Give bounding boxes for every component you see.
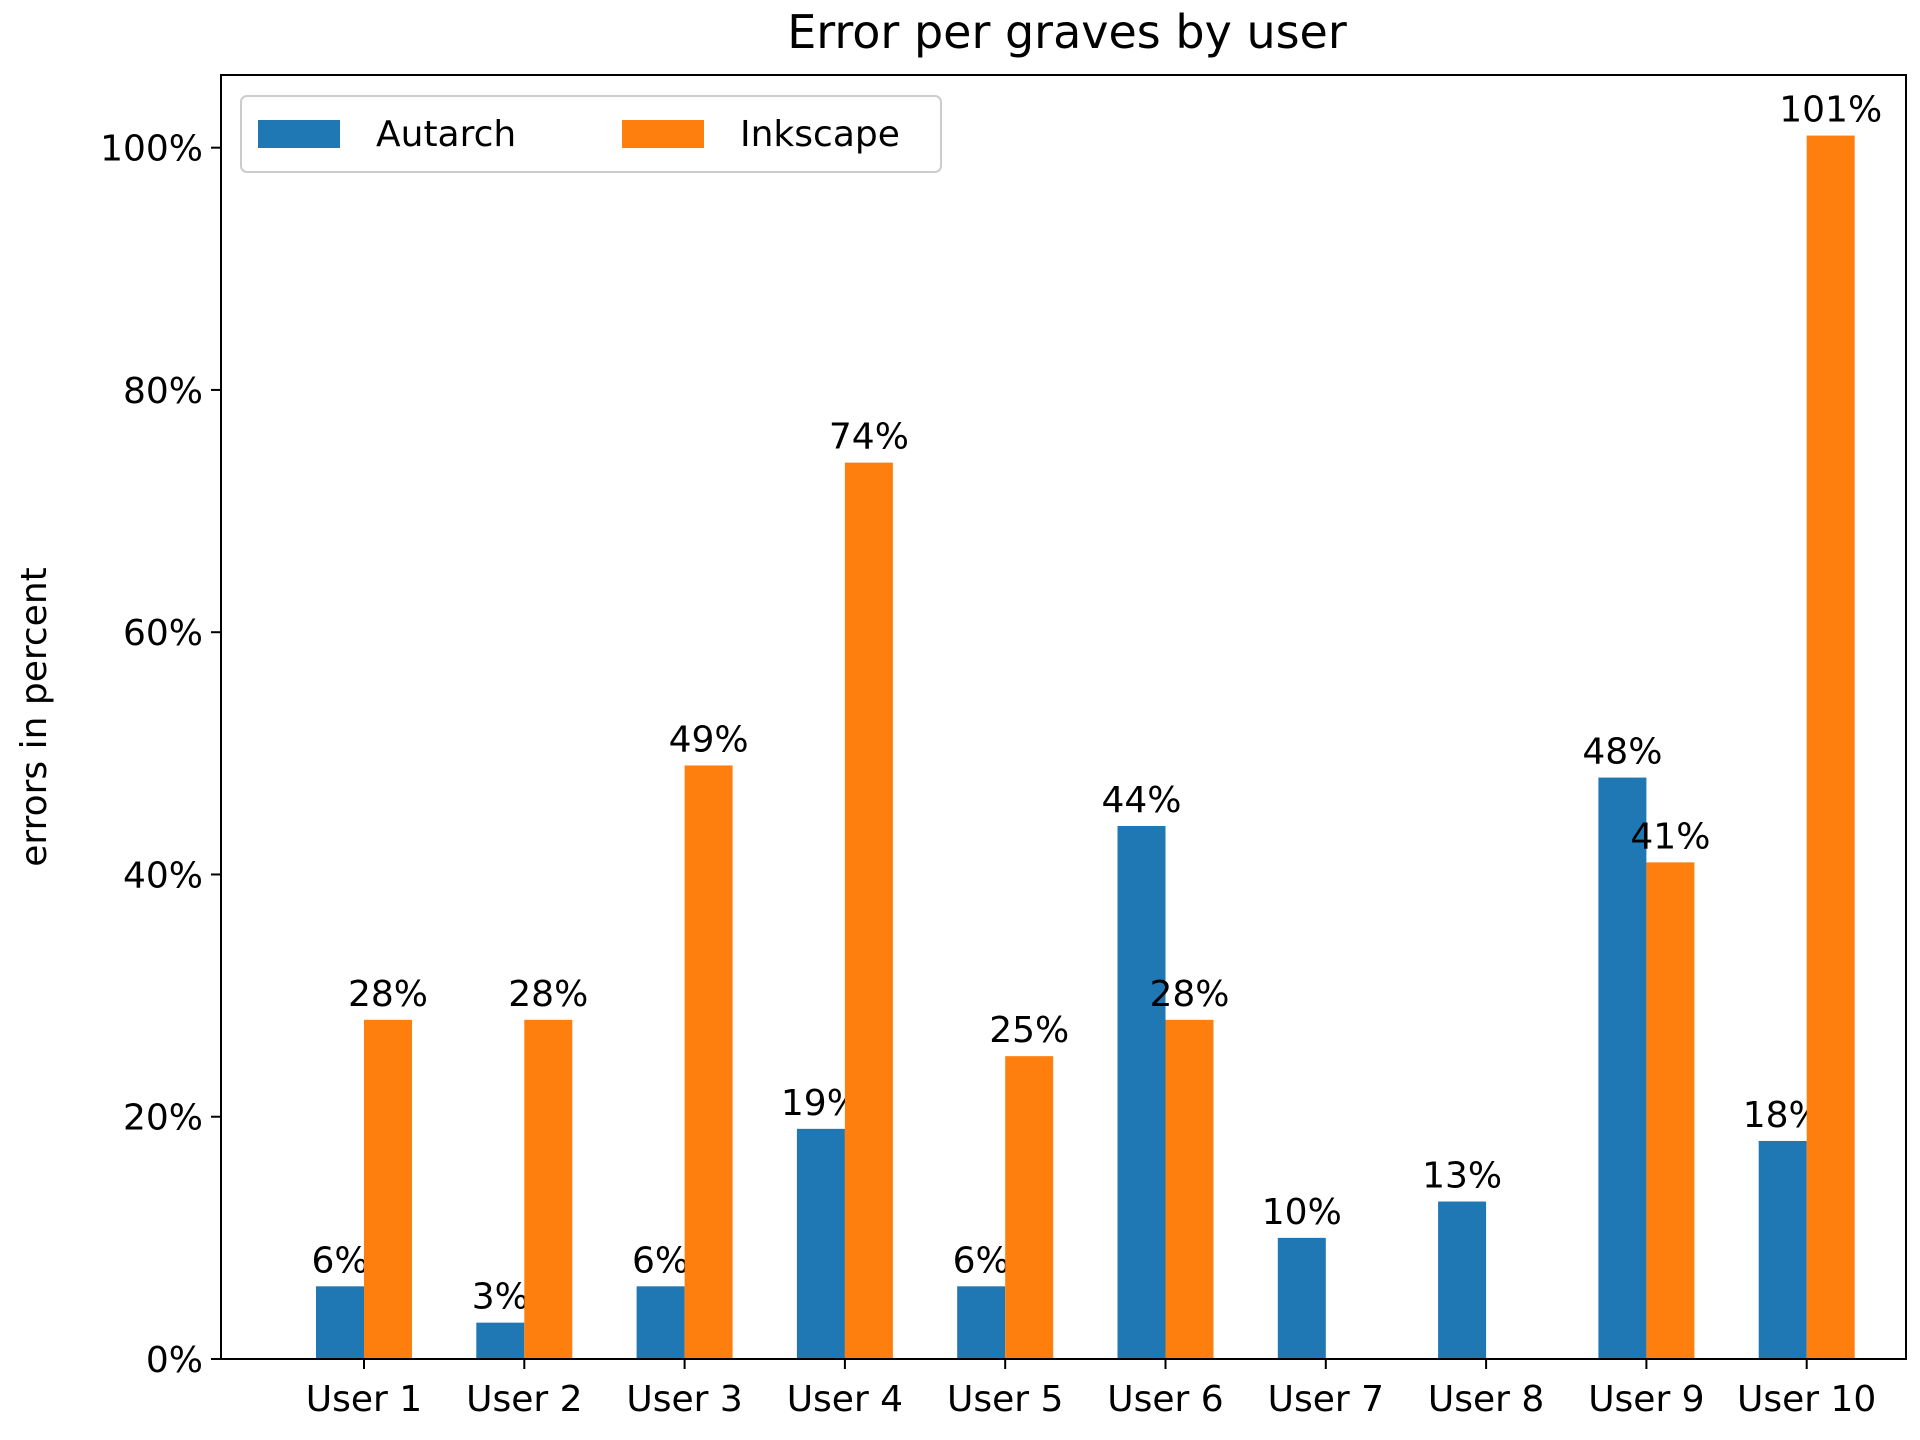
bar-autarch-9 (1598, 777, 1647, 1359)
x-tick-label: User 6 (1107, 1379, 1223, 1420)
legend-swatch-autarch (258, 120, 340, 148)
data-label-inkscape-10: 101% (1779, 90, 1882, 131)
data-label-autarch-9: 48% (1582, 732, 1662, 773)
x-tick-label: User 3 (626, 1379, 742, 1420)
bar-autarch-4 (796, 1128, 845, 1359)
legend-box (240, 95, 942, 173)
data-label-autarch-8: 13% (1422, 1156, 1502, 1197)
y-axis-label: errors in percent (14, 567, 55, 867)
bar-inkscape-6 (1165, 1019, 1214, 1359)
x-tick-label: User 8 (1428, 1379, 1544, 1420)
data-label-autarch-3: 6% (632, 1240, 689, 1281)
legend-label-autarch: Autarch (376, 114, 516, 155)
x-tick-label: User 7 (1268, 1379, 1384, 1420)
data-label-inkscape-9: 41% (1630, 816, 1710, 857)
data-label-inkscape-2: 28% (508, 974, 588, 1015)
y-tick-label: 40% (123, 855, 203, 896)
data-label-autarch-6: 44% (1101, 780, 1181, 821)
data-label-autarch-1: 6% (311, 1240, 368, 1281)
bar-inkscape-10 (1806, 135, 1855, 1359)
bar-inkscape-2 (524, 1019, 573, 1359)
plot-area: 6%3%6%19%6%44%10%13%48%18%28% 28%49%74%25… (100, 74, 1907, 1420)
bar-autarch-2 (476, 1322, 525, 1359)
chart-title: Error per graves by user (787, 5, 1347, 59)
legend-label-inkscape: Inkscape (740, 114, 900, 155)
y-tick-label: 20% (123, 1098, 203, 1139)
bar-autarch-1 (316, 1286, 364, 1359)
bar-inkscape-5 (1005, 1056, 1054, 1359)
bar-inkscape-1 (364, 1019, 412, 1359)
data-label-inkscape-3: 49% (669, 719, 749, 760)
data-label-inkscape-1: 28% (348, 974, 428, 1015)
bar-autarch-3 (636, 1286, 685, 1359)
bar-inkscape-4 (844, 462, 893, 1359)
x-tick-label: User 1 (306, 1379, 422, 1420)
bar-autarch-5 (957, 1286, 1006, 1359)
x-tick-label: User 2 (466, 1379, 582, 1420)
bar-autarch-7 (1277, 1237, 1326, 1359)
y-tick-label: 100% (100, 129, 203, 170)
bar-inkscape-3 (684, 765, 733, 1359)
x-tick-label: User 5 (947, 1379, 1063, 1420)
data-label-autarch-7: 10% (1262, 1192, 1342, 1233)
y-tick-label: 60% (123, 613, 203, 654)
data-label-autarch-5: 6% (953, 1240, 1010, 1281)
bar-inkscape-9 (1646, 862, 1695, 1359)
x-tick-label: User 4 (787, 1379, 903, 1420)
y-tick-label: 0% (146, 1340, 203, 1381)
data-label-inkscape-4: 74% (829, 417, 909, 458)
x-tick-label: User 10 (1737, 1379, 1876, 1420)
legend: Autarch Inkscape (240, 95, 942, 173)
bar-autarch-6 (1117, 826, 1166, 1359)
legend-swatch-inkscape (622, 120, 704, 148)
data-label-inkscape-6: 28% (1149, 974, 1229, 1015)
y-tick-label: 80% (123, 371, 203, 412)
bar-autarch-10 (1758, 1140, 1807, 1359)
plot-frame (220, 74, 1907, 1360)
x-tick-label: User 9 (1588, 1379, 1704, 1420)
bar-autarch-8 (1438, 1201, 1487, 1359)
data-label-autarch-2: 3% (472, 1277, 529, 1318)
data-label-inkscape-5: 25% (989, 1010, 1069, 1051)
